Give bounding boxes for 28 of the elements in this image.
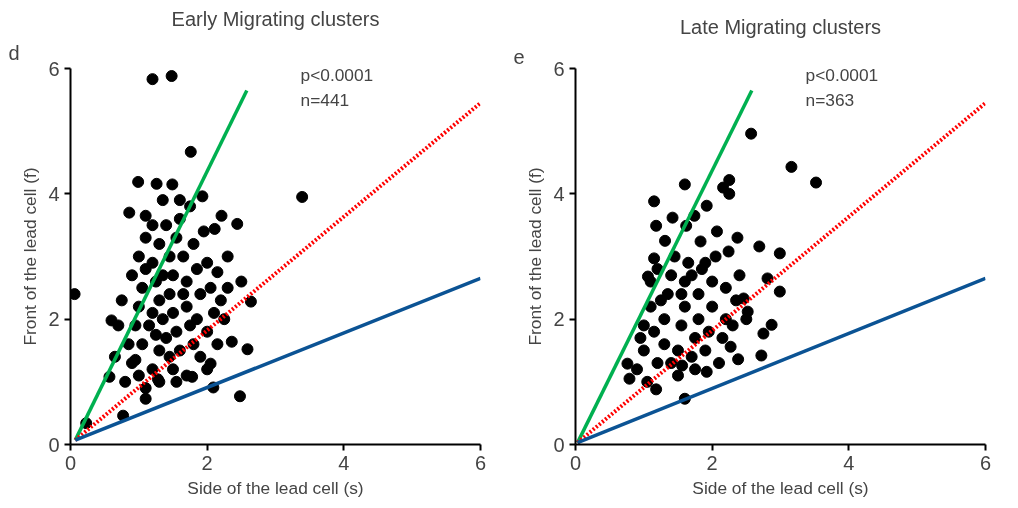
text: e <box>513 45 525 68</box>
chart-title: Early Migrating clusters <box>171 7 380 30</box>
x-tick-label: 6 <box>979 451 992 474</box>
x-tick-label: 0 <box>569 451 582 474</box>
x-tick-label: 2 <box>706 451 718 474</box>
y-axis-title: Front of the lead cell (f) <box>525 167 546 346</box>
x-tick-label: 6 <box>474 451 487 474</box>
annotation: p<0.0001 <box>805 64 879 85</box>
y-axis-title: Front of the lead cell (f) <box>20 167 41 346</box>
annotation: n=363 <box>805 89 855 110</box>
y-tick-label: 6 <box>48 57 60 80</box>
annotation: p<0.0001 <box>300 64 374 85</box>
annotation: n=441 <box>300 89 350 110</box>
x-axis-title: Side of the lead cell (s) <box>692 477 869 498</box>
x-axis-title: Side of the lead cell (s) <box>187 477 364 498</box>
x-tick-label: 2 <box>201 451 213 474</box>
chart-title: Late Migrating clusters <box>679 15 882 38</box>
y-tick-label: 0 <box>553 433 565 456</box>
y-tick-label: 2 <box>48 308 60 331</box>
x-tick-label: 4 <box>338 451 350 474</box>
x-tick-label: 4 <box>843 451 855 474</box>
text: d <box>8 41 20 64</box>
y-tick-label: 4 <box>48 182 60 205</box>
y-tick-label: 6 <box>553 57 565 80</box>
y-tick-label: 4 <box>553 182 565 205</box>
y-tick-label: 2 <box>553 308 565 331</box>
x-tick-label: 0 <box>64 451 77 474</box>
y-tick-label: 0 <box>48 433 60 456</box>
